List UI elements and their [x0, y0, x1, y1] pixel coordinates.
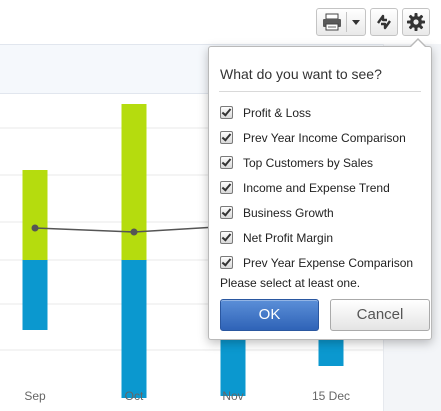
x-tick-label: 15 Dec: [312, 389, 350, 403]
option-label: Top Customers by Sales: [243, 155, 374, 170]
cancel-button[interactable]: Cancel: [330, 299, 430, 331]
checkbox-checked[interactable]: [220, 156, 233, 169]
option-prev-year-expense-comparison[interactable]: Prev Year Expense Comparison: [220, 250, 425, 275]
chart-options-popover: What do you want to see? Profit & Loss P…: [208, 38, 432, 340]
toolbar: [0, 0, 441, 44]
x-tick-label: Oct: [125, 389, 144, 403]
option-profit-loss[interactable]: Profit & Loss: [220, 100, 425, 125]
option-label: Income and Expense Trend: [243, 180, 390, 195]
trend-point: [130, 228, 138, 236]
button-divider: [346, 12, 347, 32]
option-income-expense-trend[interactable]: Income and Expense Trend: [220, 175, 425, 200]
option-label: Business Growth: [243, 205, 334, 220]
option-label: Prev Year Income Comparison: [243, 130, 406, 145]
gear-icon: [406, 12, 426, 32]
checkbox-checked[interactable]: [220, 231, 233, 244]
option-list: Profit & Loss Prev Year Income Compariso…: [220, 100, 425, 275]
trend-point: [31, 224, 39, 232]
chart-bar: [121, 104, 147, 260]
x-tick-label: Nov: [222, 389, 243, 403]
caret-down-icon[interactable]: [352, 20, 360, 25]
popover-separator: [219, 91, 421, 92]
checkbox-checked[interactable]: [220, 106, 233, 119]
chart-bar: [121, 260, 147, 398]
chart-bar: [22, 260, 48, 330]
checkbox-checked[interactable]: [220, 181, 233, 194]
refresh-button[interactable]: [370, 8, 398, 36]
selection-hint: Please select at least one.: [220, 276, 361, 290]
checkbox-checked[interactable]: [220, 131, 233, 144]
popover-title: What do you want to see?: [220, 66, 382, 82]
option-label: Net Profit Margin: [243, 230, 334, 245]
option-business-growth[interactable]: Business Growth: [220, 200, 425, 225]
option-top-customers-by-sales[interactable]: Top Customers by Sales: [220, 150, 425, 175]
option-label: Prev Year Expense Comparison: [243, 255, 414, 270]
checkbox-checked[interactable]: [220, 256, 233, 269]
checkbox-checked[interactable]: [220, 206, 233, 219]
popover-arrow-inner: [410, 40, 426, 48]
x-tick-label: Sep: [24, 389, 46, 403]
option-net-profit-margin[interactable]: Net Profit Margin: [220, 225, 425, 250]
ok-button[interactable]: OK: [220, 299, 319, 331]
print-button[interactable]: [316, 8, 366, 36]
printer-icon: [322, 13, 342, 31]
refresh-arrows-icon: [374, 12, 394, 32]
option-prev-year-income-comparison[interactable]: Prev Year Income Comparison: [220, 125, 425, 150]
option-label: Profit & Loss: [243, 105, 312, 120]
chart-bar: [22, 170, 48, 260]
settings-button[interactable]: [402, 8, 430, 36]
